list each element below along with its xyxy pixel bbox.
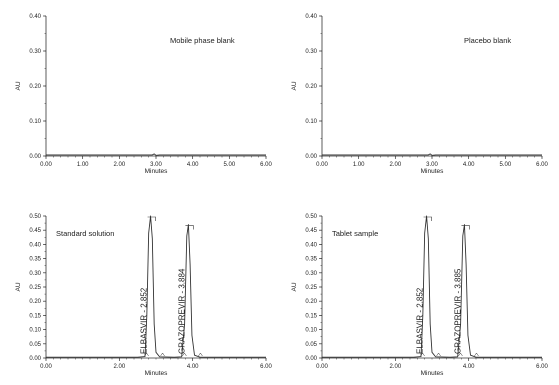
y-tick-label: 0.35	[29, 257, 41, 263]
x-axis-label: Minutes	[145, 370, 169, 377]
x-tick-label: 4.00	[187, 364, 199, 370]
y-tick-label: 0.45	[29, 228, 41, 234]
chart-panel-3: 0.00 0.05 0.10 0.15 0.20 0.25 0.30 0.35 0.40 0.45…	[15, 214, 272, 377]
x-tick-label: 6.00	[536, 364, 548, 370]
x-axis-label: Minutes	[421, 370, 445, 377]
y-axis-label: AU	[291, 282, 298, 291]
x-tick-label: 0.00	[316, 364, 328, 370]
x-tick-label: 2.00	[389, 364, 401, 370]
y-tick-label: 0.40	[29, 242, 41, 248]
y-tick-label: 0.15	[305, 313, 317, 319]
x-tick-label: 4.00	[187, 162, 199, 168]
y-tick-label: 0.40	[305, 242, 317, 248]
peak-apex-marker	[461, 225, 470, 230]
x-tick-label: 4.00	[463, 364, 475, 370]
y-tick-label: 0.20	[29, 84, 41, 90]
y-tick-label: 0.10	[305, 328, 317, 334]
peak-start-marker	[144, 352, 149, 357]
y-tick-label: 0.30	[305, 271, 317, 277]
x-tick-label: 6.00	[260, 364, 272, 370]
y-tick-label: 0.10	[305, 119, 317, 125]
x-tick-label: 2.00	[389, 162, 401, 168]
peak-label: ELBASVIR - 2.852	[416, 287, 425, 354]
y-tick-label: 0.05	[29, 342, 41, 348]
y-tick-label: 0.25	[29, 285, 41, 291]
y-tick-label: 0.00	[29, 154, 41, 160]
chart-panel-2: 0.00 0.10 0.20 0.30 0.40 0.00 1.00 2.00 3.00 4.00…	[291, 14, 548, 175]
x-tick-label: 5.00	[223, 162, 235, 168]
x-tick-label: 6.00	[260, 162, 272, 168]
peak-apex-marker	[147, 216, 156, 221]
peak-label: GRAZOPREVIR - 3.884	[177, 268, 186, 354]
peak-label: ELBASVIR - 2.852	[140, 287, 149, 354]
x-tick-label: 6.00	[536, 162, 548, 168]
x-tick-label: 5.00	[499, 162, 511, 168]
y-axis-label: AU	[15, 282, 22, 291]
panel-title: Tablet sample	[332, 229, 378, 238]
chart-panel-4: 0.00 0.05 0.10 0.15 0.20 0.25 0.30 0.35 0.40 0.45…	[291, 214, 548, 377]
y-tick-label: 0.40	[305, 14, 317, 20]
panel-title: Mobile phase blank	[170, 36, 235, 45]
x-tick-label: 1.00	[77, 162, 89, 168]
y-tick-label: 0.35	[305, 257, 317, 263]
y-tick-label: 0.00	[305, 154, 317, 160]
y-tick-label: 0.20	[305, 84, 317, 90]
y-axis-label: AU	[291, 81, 298, 90]
x-tick-label: 3.00	[150, 162, 162, 168]
peak-end-marker	[198, 352, 203, 357]
x-tick-label: 1.00	[353, 162, 365, 168]
y-tick-label: 0.05	[305, 342, 317, 348]
x-tick-label: 3.00	[426, 162, 438, 168]
y-tick-label: 0.20	[305, 299, 317, 305]
y-tick-label: 0.20	[29, 299, 41, 305]
panel-title: Standard solution	[56, 229, 114, 238]
peak-end-marker	[436, 352, 441, 357]
y-tick-label: 0.50	[29, 214, 41, 220]
x-axis-label: Minutes	[421, 168, 445, 175]
peak-apex-marker	[423, 216, 432, 221]
y-tick-label: 0.30	[29, 49, 41, 55]
peak-label: GRAZOPREVIR - 3.885	[453, 268, 462, 354]
peak-start-marker	[182, 352, 187, 357]
x-tick-label: 4.00	[463, 162, 475, 168]
y-tick-label: 0.30	[29, 271, 41, 277]
y-tick-label: 0.00	[29, 356, 41, 362]
peak-start-marker	[458, 352, 463, 357]
y-tick-label: 0.30	[305, 49, 317, 55]
y-tick-label: 0.45	[305, 228, 317, 234]
y-tick-label: 0.10	[29, 328, 41, 334]
y-axis-label: AU	[15, 81, 22, 90]
peak-end-marker	[474, 352, 479, 357]
peak-start-marker	[420, 352, 425, 357]
peak-apex-marker	[185, 225, 194, 230]
chromatogram-trace	[46, 153, 266, 156]
y-tick-label: 0.00	[305, 356, 317, 362]
y-tick-label: 0.25	[305, 285, 317, 291]
y-tick-label: 0.10	[29, 119, 41, 125]
peak-end-marker	[160, 352, 165, 357]
x-tick-label: 0.00	[316, 162, 328, 168]
chromatogram-trace	[322, 215, 542, 358]
x-tick-label: 0.00	[40, 162, 52, 168]
chromatogram-trace	[322, 153, 542, 156]
x-tick-label: 0.00	[40, 364, 52, 370]
y-tick-label: 0.50	[305, 214, 317, 220]
panel-title: Placebo blank	[464, 36, 511, 45]
x-tick-label: 2.00	[113, 364, 125, 370]
x-axis-label: Minutes	[145, 168, 169, 175]
y-tick-label: 0.15	[29, 313, 41, 319]
chromatogram-trace	[46, 215, 266, 358]
chart-panel-1: 0.00 0.10 0.20 0.30 0.40 0.00 1.00 2.00 3.00 4.00…	[15, 14, 272, 175]
y-tick-label: 0.40	[29, 14, 41, 20]
x-tick-label: 2.00	[113, 162, 125, 168]
